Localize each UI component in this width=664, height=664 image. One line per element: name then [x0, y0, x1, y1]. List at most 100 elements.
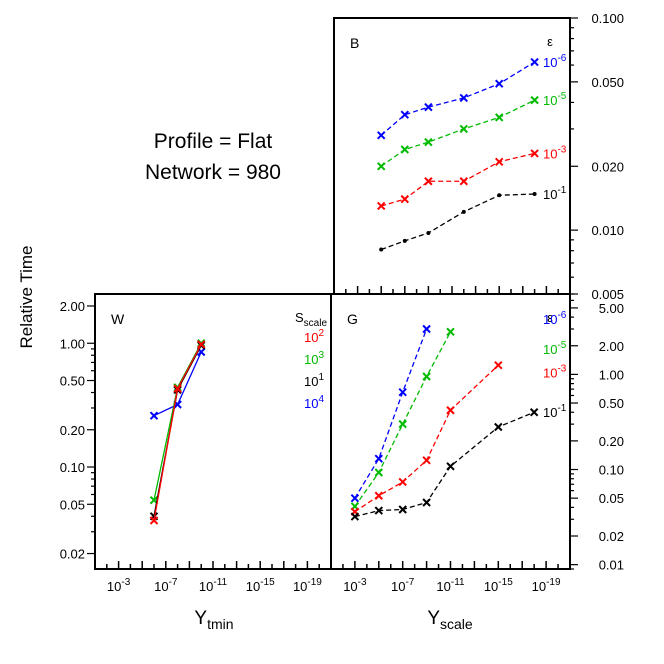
data-point-green [459, 124, 469, 134]
data-point-black [532, 192, 537, 197]
data-point-blue [376, 131, 386, 140]
data-point-red-stroke-b [173, 384, 182, 393]
panel-b-letter: B [350, 35, 359, 51]
y-tick-label: 0.050 [591, 75, 624, 90]
data-point-black [402, 238, 407, 243]
data-point-blue-stroke-b [422, 324, 431, 334]
data-point-black-stroke-b [350, 512, 360, 521]
series-line-blue [380, 61, 535, 136]
y-tick-label: 0.05 [599, 491, 624, 506]
x-axis-label-right-base: Y [427, 608, 440, 629]
data-point-red-stroke-b [530, 149, 539, 158]
data-point-red-stroke-b [494, 157, 504, 166]
y-axis-label: Relative Time [17, 246, 36, 349]
y-tick-label: 0.50 [599, 396, 624, 411]
data-point-red [376, 201, 386, 211]
data-point-black-stroke-b [494, 422, 503, 432]
y-tick-label: 0.10 [60, 460, 85, 475]
data-point-blue-stroke-b [530, 57, 539, 67]
series-line-black [380, 193, 535, 251]
y-tick-label: 0.05 [60, 497, 85, 512]
y-tick-label: 0.005 [591, 287, 624, 302]
data-point-green-stroke-b [530, 95, 539, 105]
y-tick-label: 0.01 [599, 558, 624, 573]
data-point-black [422, 498, 431, 507]
x-tick-label: 10-19 [293, 577, 322, 594]
data-point-green [376, 162, 386, 171]
y-tick-label: 0.02 [599, 529, 624, 544]
x-tick-label: 10-3 [107, 577, 131, 594]
data-point-red-stroke-b [422, 456, 431, 465]
data-point-black [494, 422, 503, 432]
data-point-blue-stroke-b [376, 131, 386, 140]
data-point-red-stroke-b [149, 516, 159, 525]
data-point-green-stroke-b [424, 137, 433, 147]
x-tick-label: 10-19 [532, 577, 561, 594]
series-line-blue [153, 351, 202, 417]
data-point-black-stroke-b [398, 505, 407, 514]
legend-title: Sscale [295, 310, 327, 329]
data-point-blue [149, 411, 159, 420]
series-line-red [354, 364, 499, 513]
data-point-black [529, 408, 539, 417]
data-point-red [446, 406, 455, 415]
data-point-green-stroke-b [376, 162, 386, 171]
data-point-red-stroke-b [400, 194, 410, 204]
data-point-green [400, 145, 410, 154]
x-tick-label: 10-11 [199, 577, 228, 594]
data-point-red [173, 384, 182, 393]
panel-g: G 10-3 10-7 10-11 10-15 10-19 5.00 2.00 1.00 0.50… [330, 293, 624, 594]
data-point-green-stroke-b [398, 419, 407, 429]
data-point-red-stroke-b [196, 340, 206, 349]
data-point-green-stroke-b [446, 327, 455, 337]
data-point-red [422, 456, 431, 465]
data-point-red [398, 477, 407, 487]
data-point-red [459, 177, 469, 186]
panel-b-frame [333, 17, 571, 295]
y-tick-label: 5.00 [599, 301, 624, 316]
x-tick-label: 10-15 [484, 577, 513, 594]
y-tick-label: 2.00 [60, 299, 85, 314]
data-point-blue [530, 57, 539, 67]
data-point-black [398, 505, 407, 514]
y-tick-label: 0.100 [591, 11, 624, 26]
x-tick-label: 10-7 [391, 577, 415, 594]
y-tick-label: 1.00 [60, 336, 85, 351]
data-point-green-stroke-b [374, 468, 384, 477]
y-tick-label: 0.10 [599, 463, 624, 478]
data-point-red-stroke-b [398, 477, 407, 487]
data-point-black [350, 512, 360, 521]
data-point-green-stroke-b [400, 145, 410, 154]
data-point-green-stroke-b [422, 372, 431, 381]
data-point-red-stroke-b [446, 406, 455, 415]
data-point-green [398, 419, 407, 429]
data-point-blue-stroke-b [424, 102, 433, 112]
x-axis-label-left-sub: tmin [207, 616, 233, 632]
data-point-red [530, 149, 539, 158]
data-point-blue-stroke-b [374, 454, 384, 463]
data-point-green [424, 137, 433, 147]
data-point-red-stroke-b [374, 491, 384, 500]
data-point-green [530, 95, 539, 105]
x-axis-label-left: Ytmin [194, 608, 233, 632]
y-tick-label: 0.020 [591, 159, 624, 174]
data-point-black [497, 193, 502, 198]
series-label-red: 102 [304, 328, 324, 345]
data-point-red [149, 516, 159, 525]
data-point-black [379, 247, 384, 252]
series-line-red [153, 344, 202, 521]
data-point-black [461, 209, 466, 214]
series-line-red [381, 152, 535, 207]
data-point-black [446, 462, 455, 471]
data-point-green [446, 327, 455, 337]
series-label-blue: 104 [304, 394, 324, 411]
panel-g-frame [330, 293, 571, 570]
data-point-blue [400, 110, 410, 119]
series-line-black [153, 345, 202, 517]
data-point-red-stroke-b [459, 177, 469, 186]
data-point-blue-stroke-b [398, 387, 407, 397]
legend-title: ε [547, 34, 553, 49]
data-point-green-stroke-b [459, 124, 469, 134]
x-axis-label-left-base: Y [194, 608, 207, 629]
